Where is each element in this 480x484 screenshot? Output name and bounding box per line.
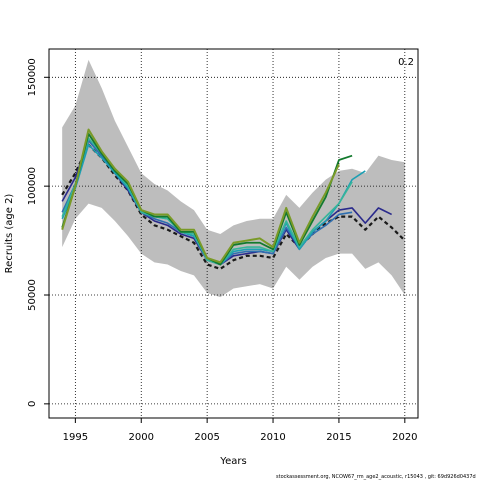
x-tick-label: 2005 <box>194 432 219 443</box>
x-tick-label: 2000 <box>129 432 154 443</box>
x-tick-label: 1995 <box>63 432 88 443</box>
x-tick-label: 2020 <box>392 432 417 443</box>
x-axis-label: Years <box>219 456 246 467</box>
footnote: stockassessment.org, NCOW67_rm_age2_acou… <box>276 474 476 480</box>
y-tick-label: 0 <box>27 401 38 407</box>
corner-label: 0.2 <box>398 57 414 68</box>
y-tick-label: 150000 <box>27 58 38 96</box>
y-tick-label: 50000 <box>27 279 38 311</box>
plot-frame <box>48 48 419 419</box>
series-line-1 <box>61 143 406 270</box>
confidence-band-layer <box>62 59 405 298</box>
x-tick-label: 2010 <box>260 432 285 443</box>
y-tick-label: 100000 <box>27 167 38 205</box>
series-line-7 <box>61 128 340 264</box>
x-tick-label: 2015 <box>326 432 351 443</box>
confidence-band <box>62 59 405 298</box>
series-layer <box>61 128 406 270</box>
axes-layer: 1995 2000 2005 2010 2015 2020 0 50000 100000 1500… <box>27 48 419 443</box>
y-axis-label: Recruits (age 2) <box>4 194 15 274</box>
